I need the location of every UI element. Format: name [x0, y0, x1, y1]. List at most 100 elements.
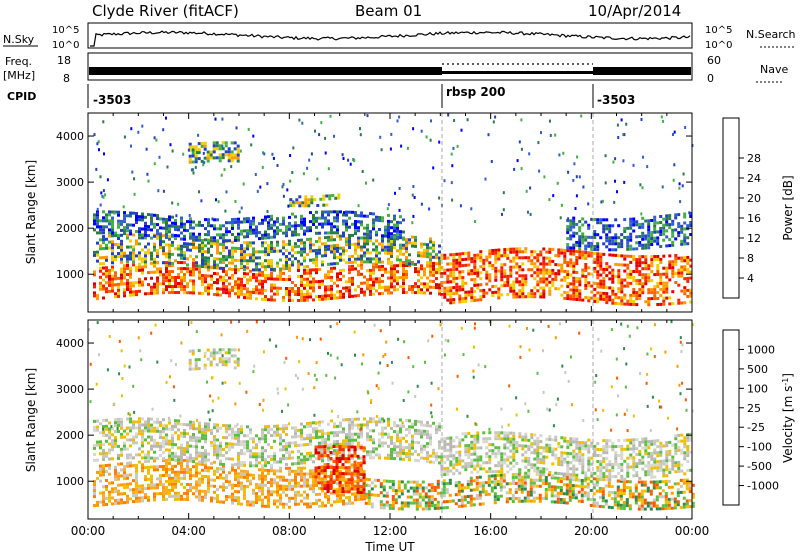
velocity-data-cell — [270, 464, 273, 467]
power-data-cell — [252, 219, 255, 223]
velocity-data-cell — [258, 483, 261, 487]
velocity-data-cell — [174, 473, 177, 477]
power-data-cell — [177, 234, 180, 238]
power-data-cell — [578, 247, 582, 251]
power-data-cell — [156, 260, 159, 264]
power-data-cell — [192, 243, 195, 246]
power-data-cell — [599, 297, 603, 301]
power-data-cell — [482, 261, 486, 265]
power-data-cell — [363, 245, 366, 249]
velocity-data-cell — [237, 457, 240, 461]
power-data-cell — [455, 261, 459, 265]
velocity-data-cell — [99, 470, 102, 474]
power-data-cell — [189, 242, 192, 246]
velocity-data-cell — [207, 490, 210, 494]
power-data-cell — [102, 287, 105, 291]
velocity-data-cell — [297, 458, 300, 462]
velocity-data-cell — [117, 456, 120, 460]
power-data-cell — [282, 298, 285, 302]
power-data-cell — [289, 201, 293, 205]
velocity-data-cell — [312, 421, 315, 425]
velocity-data-cell — [372, 417, 375, 421]
power-data-cell — [545, 268, 549, 272]
power-data-cell — [644, 255, 648, 259]
velocity-data-cell — [180, 422, 183, 426]
power-data-cell — [680, 239, 684, 243]
power-data-speck — [412, 214, 415, 218]
power-data-cell — [303, 241, 306, 245]
power-data-cell — [306, 271, 309, 275]
velocity-data-cell — [345, 436, 348, 440]
power-data-cell — [665, 223, 669, 227]
velocity-data-cell — [314, 451, 318, 455]
power-data-cell — [336, 234, 339, 238]
power-data-cell — [171, 279, 174, 282]
velocity-data-cell — [222, 424, 225, 427]
power-data-cell — [267, 227, 270, 231]
power-data-cell — [225, 258, 228, 262]
power-data-speck — [538, 169, 541, 173]
velocity-data-cell — [294, 462, 297, 466]
power-data-cell — [189, 235, 192, 239]
power-data-cell — [198, 264, 201, 268]
power-data-cell — [515, 265, 519, 269]
power-data-cell — [686, 279, 690, 283]
power-data-cell — [572, 219, 576, 223]
velocity-data-cell — [153, 465, 156, 469]
power-data-cell — [426, 243, 429, 247]
velocity-data-cell — [323, 469, 327, 473]
power-data-cell — [315, 261, 318, 264]
velocity-data-cell — [228, 445, 231, 449]
velocity-data-cell — [165, 448, 168, 452]
power-data-speck — [389, 147, 392, 151]
power-data-speck — [224, 209, 227, 213]
velocity-data-cell — [114, 442, 117, 446]
power-data-cell — [548, 289, 552, 293]
power-data-speck — [262, 151, 264, 155]
noise-right-tick-bottom: 10^0 — [705, 40, 732, 51]
power-data-cell — [255, 285, 258, 289]
velocity-data-cell — [312, 469, 315, 473]
power-data-cell — [545, 277, 549, 281]
power-data-speck — [673, 163, 676, 167]
velocity-data-cell — [390, 441, 393, 445]
velocity-data-cell — [123, 429, 126, 433]
power-data-cell — [399, 264, 402, 268]
power-data-cell — [629, 293, 633, 297]
velocity-data-cell — [201, 480, 204, 484]
power-data-cell — [117, 243, 120, 246]
power-data-speck — [494, 115, 497, 119]
power-data-cell — [581, 223, 585, 227]
power-data-cell — [569, 273, 573, 277]
power-data-cell — [192, 238, 195, 242]
power-data-cell — [228, 261, 231, 265]
power-data-cell — [339, 258, 342, 262]
power-data-cell — [108, 222, 111, 226]
power-data-cell — [390, 282, 393, 286]
power-data-speck — [380, 148, 383, 152]
power-data-cell — [117, 219, 120, 223]
power-data-cell — [336, 284, 339, 288]
power-data-cell — [291, 263, 294, 267]
velocity-data-cell — [231, 483, 234, 487]
velocity-data-cell — [309, 454, 312, 458]
power-data-cell — [542, 265, 546, 269]
power-data-cell — [120, 239, 123, 243]
power-data-cell — [348, 261, 351, 264]
power-data-cell — [635, 303, 639, 307]
velocity-data-cell — [105, 424, 108, 428]
power-data-cell — [186, 242, 189, 246]
power-data-cell — [240, 283, 243, 287]
power-data-cell — [417, 288, 420, 292]
power-data-speck — [211, 217, 214, 221]
velocity-data-cell — [342, 493, 345, 497]
power-data-speck — [349, 162, 352, 166]
power-data-cell — [123, 276, 126, 280]
power-data-cell — [500, 293, 504, 297]
power-data-cell — [108, 268, 111, 272]
velocity-data-cell — [114, 487, 117, 490]
power-data-cell — [518, 268, 522, 272]
power-data-cell — [426, 288, 429, 292]
velocity-data-cell — [132, 488, 135, 492]
velocity-data-cell — [306, 484, 309, 488]
